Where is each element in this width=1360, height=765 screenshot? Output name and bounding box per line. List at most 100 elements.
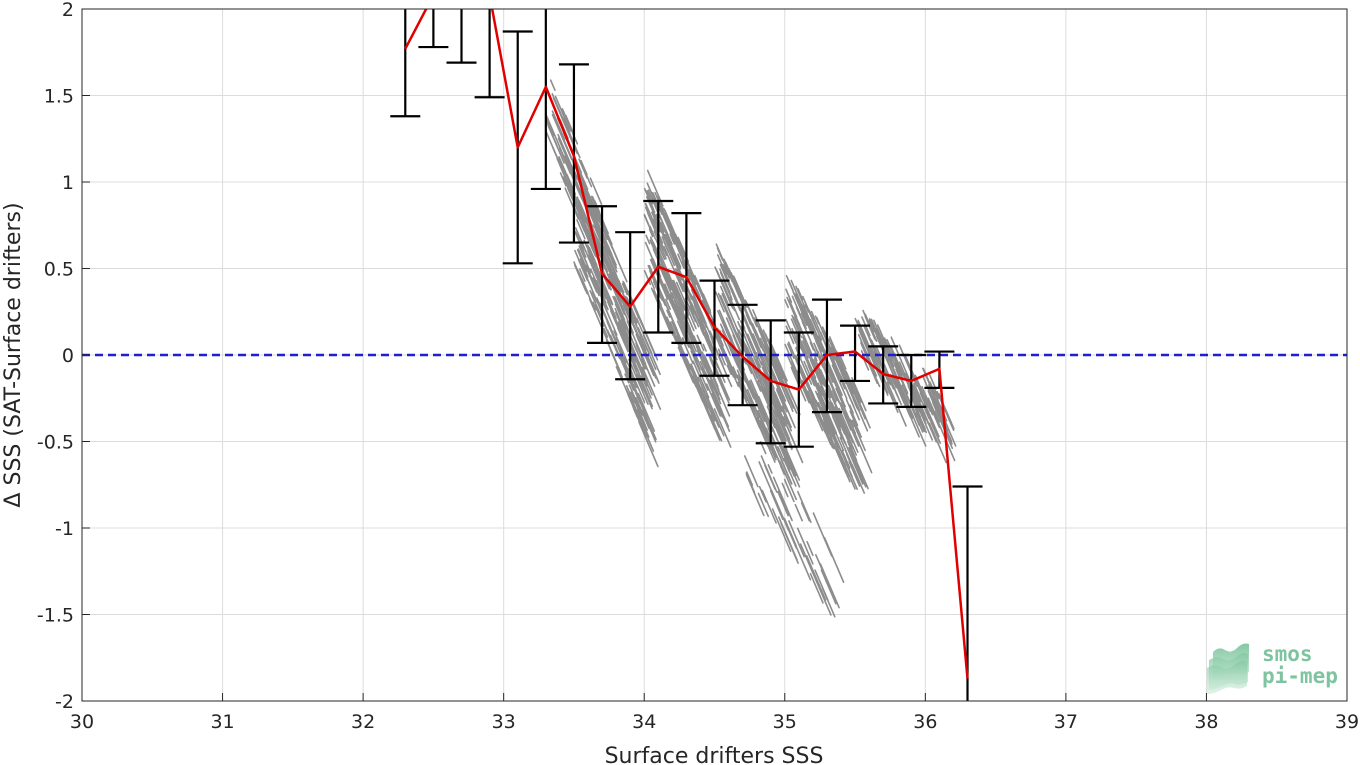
scatter-point — [752, 367, 760, 382]
x-tick-label: 30 — [70, 711, 94, 733]
scatter-point — [933, 387, 940, 400]
scatter-point — [671, 279, 686, 311]
scatter-point — [835, 420, 847, 445]
scatter-point — [761, 489, 777, 524]
scatter-point — [615, 366, 630, 397]
scatter-point — [641, 366, 662, 410]
scatter-point — [652, 248, 672, 291]
scatter-point — [812, 512, 833, 557]
scatter-point — [641, 409, 657, 443]
scatter-point — [718, 309, 733, 341]
scatter-point — [832, 398, 851, 438]
scatter-point — [773, 368, 794, 413]
scatter-point — [610, 310, 618, 325]
scatter-point — [580, 240, 601, 285]
scatter-point — [696, 341, 707, 365]
scatter-point — [677, 307, 685, 321]
scatter-point — [906, 402, 927, 447]
scatter-point — [545, 114, 562, 151]
scatter-point — [785, 325, 795, 345]
scatter-point — [928, 422, 948, 464]
scatter-point — [709, 379, 715, 390]
scatter-point — [774, 352, 788, 382]
scatter-point — [927, 390, 937, 410]
scatter-point — [772, 476, 793, 522]
x-tick-label: 39 — [1335, 711, 1359, 733]
scatter-point — [892, 375, 897, 385]
scatter-point — [632, 407, 639, 418]
scatter-point — [689, 364, 705, 398]
scatter-point — [848, 404, 854, 414]
scatter-point — [843, 458, 851, 471]
scatter-point — [775, 417, 787, 442]
y-tick-label: 1 — [62, 172, 74, 194]
scatter-point — [909, 394, 926, 430]
scatter-point — [649, 278, 656, 290]
scatter-point — [578, 173, 589, 196]
scatter-point — [648, 228, 654, 238]
scatter-point — [723, 264, 731, 279]
scatter-point — [660, 221, 666, 232]
scatter-point — [794, 503, 803, 522]
scatter-point — [782, 444, 797, 477]
x-tick-label: 35 — [773, 711, 797, 733]
scatter-point — [821, 587, 836, 618]
scatter-point — [936, 390, 955, 432]
scatter-point — [726, 364, 732, 376]
scatter-point — [632, 397, 648, 431]
scatter-point — [742, 342, 753, 364]
scatter-point — [643, 214, 653, 233]
scatter-point — [804, 311, 816, 336]
scatter-point — [851, 419, 866, 452]
scatter-point — [695, 281, 706, 304]
scatter-point — [710, 409, 720, 428]
scatter-point — [927, 421, 938, 443]
scatter-point — [848, 446, 867, 488]
scatter-point — [745, 474, 765, 517]
scatter-point — [748, 341, 759, 362]
x-tick-label: 38 — [1194, 711, 1218, 733]
scatter-point — [617, 321, 631, 350]
scatter-point — [779, 460, 798, 501]
scatter-point — [652, 200, 662, 221]
logo-text-line1: smos — [1262, 642, 1313, 666]
y-tick-label: 0 — [62, 345, 74, 367]
y-axis-ticks: -2 -1.5 -1 -0.5 0 0.5 1 1.5 2 — [37, 0, 90, 713]
scatter-point — [592, 216, 599, 230]
scatter-point — [809, 318, 823, 348]
scatter-point — [579, 268, 586, 282]
scatter-point — [713, 408, 732, 448]
smos-pi-mep-logo: smos pi-mep — [1207, 642, 1338, 694]
scatter-point — [580, 159, 588, 176]
scatter-point — [628, 392, 642, 421]
scatter-point — [816, 353, 824, 368]
scatter-point — [781, 405, 793, 428]
scatter-point — [600, 298, 618, 336]
scatter-point — [863, 359, 870, 371]
scatter-point — [783, 478, 795, 503]
scatter-point — [800, 312, 808, 326]
scatter-point — [583, 239, 596, 267]
scatter-point — [755, 352, 763, 366]
scatter-point — [799, 543, 814, 574]
scatter-point — [776, 439, 791, 471]
scatter-point — [696, 288, 702, 299]
scatter-point — [632, 363, 653, 410]
scatter-point — [705, 383, 722, 417]
scatter-point — [660, 291, 678, 331]
scatter-point — [607, 244, 613, 256]
scatter-point — [551, 110, 566, 141]
scatter-point — [803, 360, 816, 387]
scatter-point — [665, 298, 671, 311]
scatter-point — [637, 392, 656, 432]
scatter-point — [891, 352, 904, 379]
scatter-point — [677, 253, 685, 269]
scatter-point — [669, 321, 677, 336]
scatter-point — [871, 321, 889, 362]
scatter-point — [774, 360, 781, 374]
scatter-point — [831, 364, 848, 400]
scatter-point — [635, 374, 644, 392]
scatter-point — [664, 209, 683, 251]
scatter-point — [777, 516, 798, 561]
scatter-point — [574, 200, 593, 241]
